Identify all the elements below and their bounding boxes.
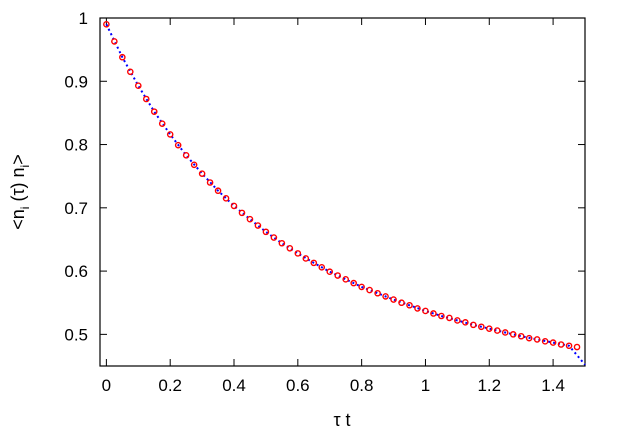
data-point <box>174 141 182 149</box>
plot-frame <box>99 17 586 367</box>
data-point <box>366 286 373 294</box>
data-point <box>302 255 310 262</box>
data-point <box>477 323 485 331</box>
x-tick-label-3: 0.6 <box>286 376 310 395</box>
data-point <box>246 215 254 223</box>
data-point <box>294 250 302 257</box>
data-point <box>150 108 158 115</box>
data-point <box>430 310 437 317</box>
data-point <box>262 228 270 236</box>
data-point <box>158 120 166 127</box>
data-point <box>501 329 509 336</box>
x-tick-label-7: 1.4 <box>541 376 565 395</box>
y-tick-label-5: 1 <box>79 9 88 28</box>
data-point <box>414 305 421 312</box>
data-point <box>493 327 501 334</box>
data-point <box>342 276 349 283</box>
data-point <box>166 131 174 138</box>
data-point <box>134 82 142 89</box>
y-axis-title-sub1: i <box>18 207 32 210</box>
data-point <box>565 342 573 350</box>
x-tick-label-2: 0.4 <box>222 376 246 395</box>
data-point <box>541 338 549 345</box>
data-point <box>509 331 517 338</box>
y-axis-title-sub2: i <box>18 165 32 168</box>
x-tick-label-4: 0.8 <box>350 376 374 395</box>
y-axis-title-prefix: <n <box>8 209 28 230</box>
data-point <box>214 187 222 195</box>
fit-line-layer <box>105 23 586 366</box>
data-point <box>238 209 246 217</box>
data-point <box>382 293 389 300</box>
x-tick-label-1: 0.2 <box>158 376 182 395</box>
fit-line <box>105 23 586 366</box>
data-point <box>573 343 581 351</box>
data-point <box>127 68 134 76</box>
data-point <box>230 202 238 210</box>
y-tick-label-3: 0.8 <box>64 136 88 155</box>
data-point <box>182 151 190 159</box>
data-point <box>334 272 342 279</box>
data-point <box>310 259 318 267</box>
data-point <box>198 170 206 177</box>
x-tick-label-0: 0 <box>102 376 111 395</box>
data-point <box>557 341 565 348</box>
data-point <box>190 161 198 169</box>
y-axis-title: <ni (τ) ni> <box>8 154 32 230</box>
data-point <box>103 21 110 28</box>
x-axis-title: τ t <box>333 410 350 430</box>
y-tick-label-2: 0.7 <box>64 199 88 218</box>
x-tick-label-6: 1.2 <box>477 376 501 395</box>
data-point <box>111 38 118 45</box>
data-point <box>525 334 533 342</box>
data-point <box>446 314 453 322</box>
data-point <box>278 239 286 247</box>
data-point <box>549 339 557 346</box>
y-tick-label-0: 0.5 <box>64 325 88 344</box>
y-tick-label-1: 0.6 <box>64 262 88 281</box>
data-point <box>398 299 405 307</box>
data-point <box>438 312 445 320</box>
data-point <box>485 325 493 332</box>
data-point <box>206 179 214 186</box>
data-point <box>406 301 413 309</box>
data-point <box>454 317 461 324</box>
data-point <box>326 268 334 276</box>
data-point <box>422 307 429 315</box>
data-point <box>142 95 150 103</box>
data-point <box>270 234 278 241</box>
data-point <box>470 321 477 329</box>
y-tick-label-4: 0.9 <box>64 72 88 91</box>
x-tick-label-5: 1 <box>421 376 430 395</box>
data-point <box>533 336 541 343</box>
data-point <box>286 245 294 252</box>
y-axis-title-middle: (τ) n <box>8 167 28 206</box>
data-point <box>350 279 357 287</box>
data-point <box>517 332 525 340</box>
data-point <box>222 195 230 202</box>
data-point <box>254 222 262 229</box>
data-point <box>318 263 326 271</box>
data-point <box>390 296 397 303</box>
data-point <box>119 53 126 61</box>
axis-ticks <box>100 17 585 366</box>
data-point-layer <box>103 21 581 351</box>
data-point <box>374 289 381 297</box>
y-axis-title-suffix: > <box>8 154 28 165</box>
axis-tick-labels: 0 0.2 0.4 0.6 0.8 1 1.2 1.4 0.5 0.6 0.7 0.8 0.9 1 <box>64 9 565 395</box>
data-point <box>462 319 469 326</box>
data-point <box>358 283 365 291</box>
